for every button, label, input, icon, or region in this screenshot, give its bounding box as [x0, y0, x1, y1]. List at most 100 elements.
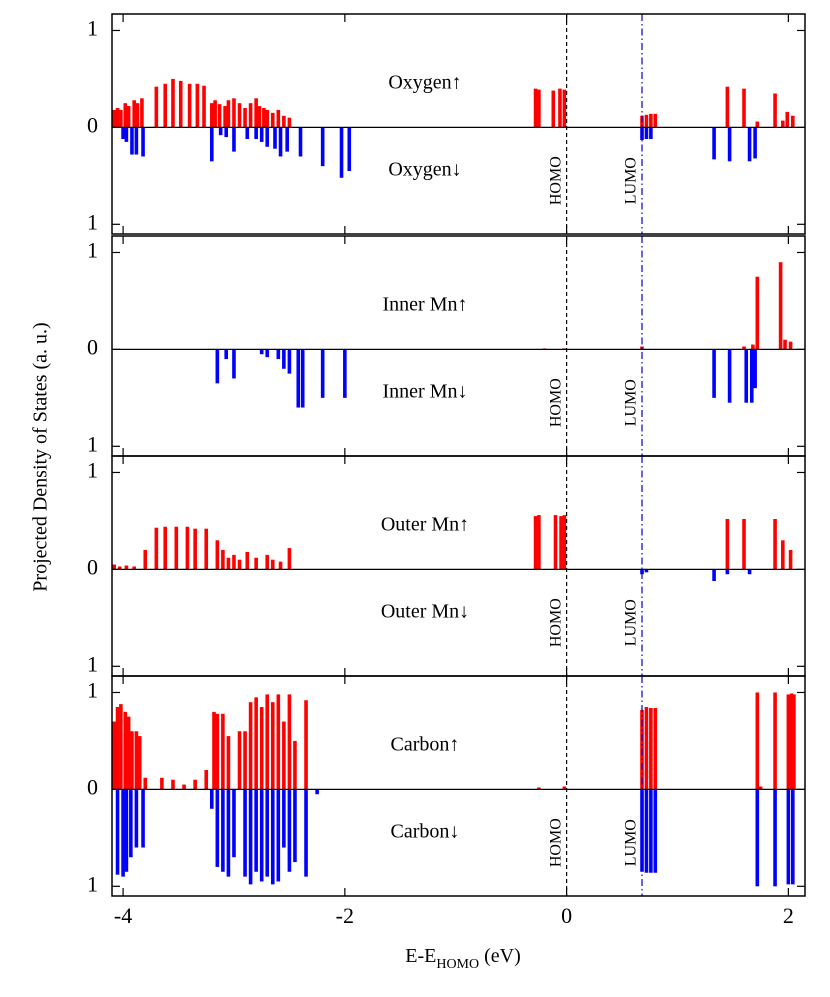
bar — [287, 694, 292, 790]
bar — [221, 713, 225, 790]
bar — [232, 789, 236, 858]
bar — [287, 117, 292, 128]
series-label: Outer Mn↑ — [381, 513, 469, 535]
bar — [649, 113, 653, 128]
bar — [276, 694, 281, 790]
bar — [265, 789, 270, 877]
bar — [243, 789, 247, 877]
bar — [773, 692, 777, 790]
bar — [185, 526, 190, 570]
plot-frame — [111, 235, 806, 457]
bar — [773, 789, 777, 887]
bar — [755, 789, 760, 887]
bar — [755, 276, 760, 350]
bar — [123, 711, 128, 790]
bar — [270, 702, 275, 790]
series-label: Oxygen↓ — [388, 159, 461, 181]
reference-label: LUMO — [623, 599, 640, 646]
bar — [783, 339, 787, 350]
bar — [130, 731, 134, 790]
bar — [265, 349, 270, 358]
bar — [193, 528, 197, 570]
bar — [163, 526, 168, 570]
bar — [262, 108, 266, 128]
bar — [282, 721, 286, 790]
bar — [727, 349, 732, 403]
bar — [126, 106, 131, 128]
bar — [562, 786, 567, 790]
bar — [712, 569, 716, 582]
y-axis-label: Projected Density of States (a. u.) — [30, 322, 52, 591]
bar — [124, 127, 129, 142]
bar — [134, 127, 139, 155]
plot-frame — [111, 13, 806, 235]
bar — [245, 551, 250, 570]
bar — [649, 127, 653, 140]
y-tick-label: 1 — [87, 238, 98, 263]
bar — [773, 518, 777, 570]
bar — [293, 740, 297, 790]
bar — [270, 559, 275, 570]
bar — [278, 127, 283, 157]
reference-label: HOMO — [547, 378, 564, 427]
bar — [187, 83, 192, 128]
series-label: Carbon↑ — [391, 733, 460, 755]
bar — [742, 518, 746, 570]
bar — [259, 349, 264, 355]
bar — [204, 528, 209, 570]
series-label: Outer Mn↓ — [381, 601, 469, 623]
bar — [755, 692, 760, 790]
x-tick-label: 2 — [783, 903, 794, 928]
bar — [237, 731, 242, 790]
bar — [293, 789, 297, 863]
bar — [124, 789, 129, 872]
bar — [259, 127, 264, 142]
bar — [112, 109, 117, 128]
y-tick-label: 0 — [87, 112, 98, 137]
bar — [725, 518, 730, 570]
bar — [725, 86, 730, 128]
bar — [644, 707, 649, 790]
plot-frame — [111, 675, 806, 897]
bar — [533, 516, 538, 570]
bar — [132, 566, 136, 570]
bar — [742, 346, 746, 350]
bar — [753, 349, 757, 389]
bar — [747, 127, 752, 162]
bar — [154, 527, 159, 570]
bar — [140, 98, 144, 128]
bar — [202, 85, 206, 128]
bar — [562, 89, 567, 128]
bar — [792, 694, 796, 790]
bar — [215, 349, 220, 384]
bar — [248, 103, 253, 128]
bar — [270, 789, 275, 885]
bar — [786, 789, 791, 885]
bar — [123, 103, 128, 128]
bar — [537, 89, 541, 128]
x-label-sub: HOMO — [436, 957, 479, 972]
bar — [254, 98, 258, 128]
bar — [304, 700, 308, 790]
bar — [212, 711, 216, 790]
bar — [215, 540, 220, 570]
bar — [126, 716, 131, 790]
x-tick-label: 0 — [561, 903, 572, 928]
bar — [786, 694, 791, 790]
bar — [259, 707, 264, 790]
bar — [259, 789, 264, 882]
series-label: Inner Mn↑ — [383, 293, 468, 315]
bar — [209, 127, 214, 162]
bar — [218, 127, 223, 136]
bar — [562, 515, 567, 570]
bar — [559, 516, 563, 570]
bar — [789, 693, 794, 790]
bar — [154, 86, 159, 128]
bar — [224, 127, 229, 138]
bar — [132, 100, 136, 128]
x-tick-label: -2 — [336, 903, 354, 928]
bar — [171, 779, 175, 790]
bar — [758, 786, 763, 790]
bar — [204, 770, 209, 790]
reference-label: LUMO — [623, 157, 640, 204]
